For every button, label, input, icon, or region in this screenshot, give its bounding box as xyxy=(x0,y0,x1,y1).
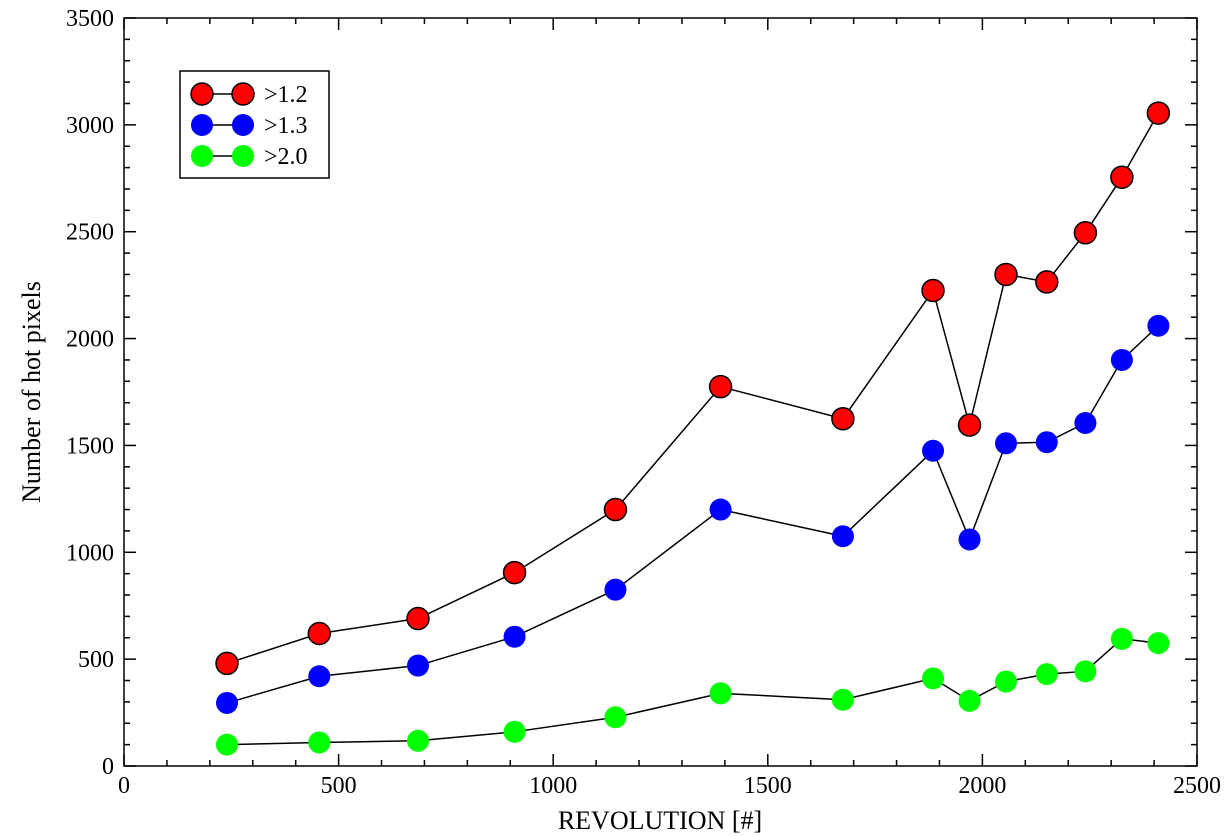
series-line xyxy=(226,112,1160,665)
series-markers xyxy=(215,101,1171,756)
data-point xyxy=(922,667,945,690)
data-point xyxy=(957,413,982,437)
x-ticks: 0 500 1000 1500 2000 2500 xyxy=(118,18,1221,799)
data-point xyxy=(308,665,331,688)
legend-marker xyxy=(232,145,254,167)
legend-marker xyxy=(231,82,255,106)
data-point xyxy=(1110,165,1134,189)
y-tick-label: 3500 xyxy=(66,6,114,32)
data-point xyxy=(831,406,855,431)
data-point xyxy=(603,497,628,522)
data-point xyxy=(995,670,1018,693)
series-line xyxy=(226,325,1159,704)
data-point xyxy=(503,625,526,648)
data-point xyxy=(604,706,627,729)
x-tick-label: 0 xyxy=(118,773,130,799)
x-tick-label: 500 xyxy=(321,773,357,799)
y-tick-label: 2000 xyxy=(66,327,114,353)
data-point xyxy=(216,691,239,714)
x-tick-label: 2500 xyxy=(1173,773,1221,799)
data-point xyxy=(407,654,430,677)
data-point xyxy=(958,689,981,712)
data-point xyxy=(503,720,526,743)
data-point xyxy=(708,374,733,399)
data-point xyxy=(1035,270,1059,294)
y-axis-label: Number of hot pixels xyxy=(17,281,46,503)
data-point xyxy=(1074,660,1097,683)
data-point xyxy=(604,578,627,601)
legend-marker xyxy=(191,145,213,167)
data-point xyxy=(921,278,945,303)
data-point xyxy=(709,682,732,705)
legend-marker xyxy=(190,82,214,106)
series-line xyxy=(226,638,1159,746)
data-point xyxy=(307,621,332,646)
y-tick-label: 2500 xyxy=(66,220,114,246)
data-point xyxy=(1074,411,1097,434)
x-tick-label: 1000 xyxy=(529,773,577,799)
y-tick-label: 1500 xyxy=(66,433,114,459)
data-point xyxy=(1110,627,1133,650)
y-tick-label: 500 xyxy=(78,647,114,673)
data-point xyxy=(308,731,331,754)
data-point xyxy=(1035,663,1058,686)
data-point xyxy=(994,262,1018,287)
x-axis-label: REVOLUTION [#] xyxy=(558,806,762,835)
data-point xyxy=(1146,101,1171,125)
data-point xyxy=(709,498,732,521)
data-point xyxy=(215,651,239,676)
data-point xyxy=(1110,348,1133,371)
data-point xyxy=(831,688,854,711)
legend-label: >1.2 xyxy=(264,82,308,108)
legend-marker xyxy=(191,114,213,136)
data-point xyxy=(958,528,981,551)
data-point xyxy=(216,733,239,756)
data-point xyxy=(502,560,527,585)
data-point xyxy=(407,729,430,752)
y-tick-label: 0 xyxy=(102,754,114,780)
data-point xyxy=(1073,221,1098,245)
data-point xyxy=(1147,314,1170,337)
legend-marker xyxy=(232,114,254,136)
data-point xyxy=(922,439,945,462)
legend: >1.2 >1.3 >2.0 xyxy=(179,70,330,179)
y-tick-label: 3000 xyxy=(66,113,114,139)
data-point xyxy=(831,525,854,548)
x-tick-label: 1500 xyxy=(744,773,792,799)
y-ticks: 0 500 1000 1500 2000 2500 3000 3500 xyxy=(66,6,1197,780)
series-lines xyxy=(226,112,1160,746)
legend-label: >1.3 xyxy=(264,113,308,139)
data-point xyxy=(1035,431,1058,454)
data-point xyxy=(995,432,1018,455)
x-tick-label: 2000 xyxy=(958,773,1006,799)
data-point xyxy=(1147,632,1170,655)
plot-frame xyxy=(123,17,1198,767)
data-point xyxy=(406,606,430,631)
legend-label: >2.0 xyxy=(264,144,308,170)
y-tick-label: 1000 xyxy=(66,540,114,566)
